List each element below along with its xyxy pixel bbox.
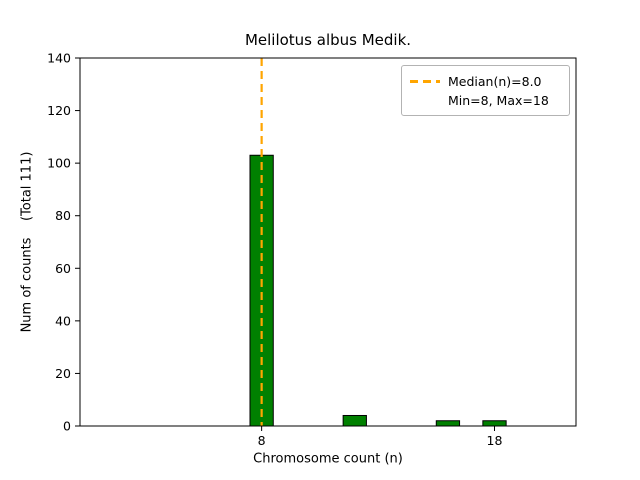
bar-n18 (482, 420, 507, 427)
median-dashed-line-swatch (410, 80, 440, 83)
legend-label-median: Median(n)=8.0 (448, 74, 542, 89)
y-tick-label: 140 (47, 51, 71, 66)
legend-label-minmax: Min=8, Max=18 (448, 93, 549, 108)
y-tick-label: 40 (55, 313, 71, 328)
y-tick-label: 100 (47, 156, 71, 171)
y-tick-label: 0 (63, 419, 71, 434)
y-tick-label: 20 (55, 366, 71, 381)
y-tick-label: 60 (55, 261, 71, 276)
legend-entry-median: Median(n)=8.0 (410, 72, 561, 91)
y-tick-label: 80 (55, 208, 71, 223)
x-tick-label: 8 (258, 433, 266, 448)
x-axis-label: Chromosome count (n) (253, 451, 403, 467)
x-tick-label: 18 (487, 433, 503, 448)
y-tick-label: 120 (47, 103, 71, 118)
legend: Median(n)=8.0 Min=8, Max=18 (401, 65, 570, 116)
legend-entry-minmax: Min=8, Max=18 (410, 91, 561, 110)
chart-title: Melilotus albus Medik. (244, 31, 412, 49)
bar-n16 (435, 420, 461, 427)
bar-n12 (342, 414, 367, 427)
legend-empty-swatch (410, 99, 440, 102)
plot-border (79, 57, 577, 427)
y-axis-label: Num of counts (Total 111) (19, 151, 35, 333)
